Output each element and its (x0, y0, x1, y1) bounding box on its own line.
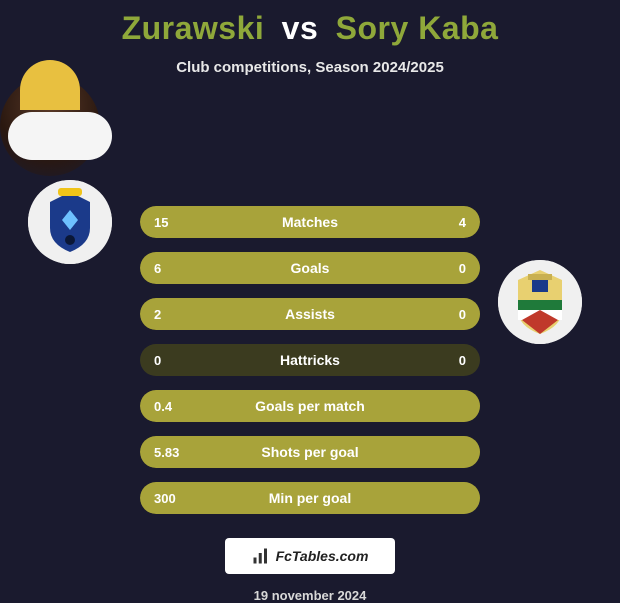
stat-label: Shots per goal (140, 436, 480, 468)
watermark-text: FcTables.com (276, 548, 369, 564)
player2-club-crest (498, 260, 582, 344)
player1-club-crest (28, 180, 112, 264)
stat-label: Matches (140, 206, 480, 238)
stat-label: Goals per match (140, 390, 480, 422)
vs-text: vs (282, 10, 319, 46)
chart-icon (252, 547, 270, 565)
stat-row: 20Assists (140, 298, 480, 330)
date-text: 19 november 2024 (0, 588, 620, 603)
subtitle: Club competitions, Season 2024/2025 (0, 59, 620, 76)
stat-label: Hattricks (140, 344, 480, 376)
stat-row: 0.4Goals per match (140, 390, 480, 422)
player1-name: Zurawski (122, 10, 265, 46)
watermark: FcTables.com (225, 538, 395, 574)
comparison-title: Zurawski vs Sory Kaba (0, 0, 620, 47)
stats-container: 154Matches 60Goals 20Assists 00Hattricks 0.4… (140, 206, 480, 514)
stat-label: Assists (140, 298, 480, 330)
stat-row: 300Min per goal (140, 482, 480, 514)
stat-label: Goals (140, 252, 480, 284)
player1-avatar (8, 112, 112, 160)
stat-row: 60Goals (140, 252, 480, 284)
stat-row: 00Hattricks (140, 344, 480, 376)
stat-row: 5.83Shots per goal (140, 436, 480, 468)
stat-label: Min per goal (140, 482, 480, 514)
player2-name: Sory Kaba (336, 10, 499, 46)
stat-row: 154Matches (140, 206, 480, 238)
